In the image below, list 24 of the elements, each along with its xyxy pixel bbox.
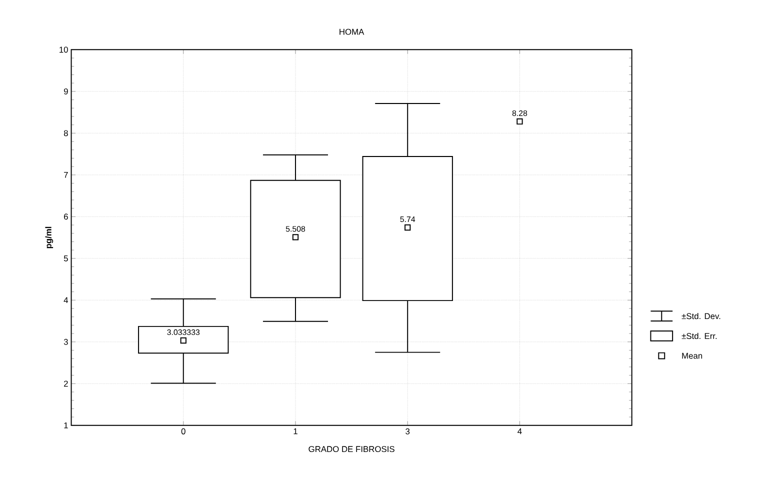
point [516, 118, 523, 125]
y-tick-label: 9 [64, 88, 68, 94]
y-tick-label: 7 [64, 172, 68, 178]
y-tick-label: 8 [64, 130, 68, 136]
x-tick-label: 3 [406, 428, 410, 434]
y-tick-label: 3 [64, 338, 68, 345]
point [404, 224, 411, 231]
point [180, 337, 186, 344]
y-axis-title: pg/ml [45, 226, 54, 248]
x-tick-label: 4 [518, 428, 522, 434]
y-tick-label: 6 [64, 214, 68, 220]
y-tick-label: 4 [64, 297, 68, 304]
legend-label: ±Std. Err. [682, 332, 717, 339]
point [292, 234, 299, 240]
y-tick-label: 5 [64, 255, 68, 262]
y-tick-label: 2 [64, 380, 68, 387]
y-tick-label: 10 [60, 46, 68, 53]
x-tick-label: 1 [294, 428, 298, 434]
legend-label: Mean [682, 352, 702, 359]
x-axis-title: GRADO DE FIBROSIS [308, 446, 394, 452]
y-tick-label: 1 [64, 422, 68, 428]
text: ±Std. Dev. [682, 312, 720, 320]
x-tick-label: 0 [181, 428, 186, 434]
chart-title: HOMA [340, 28, 364, 35]
